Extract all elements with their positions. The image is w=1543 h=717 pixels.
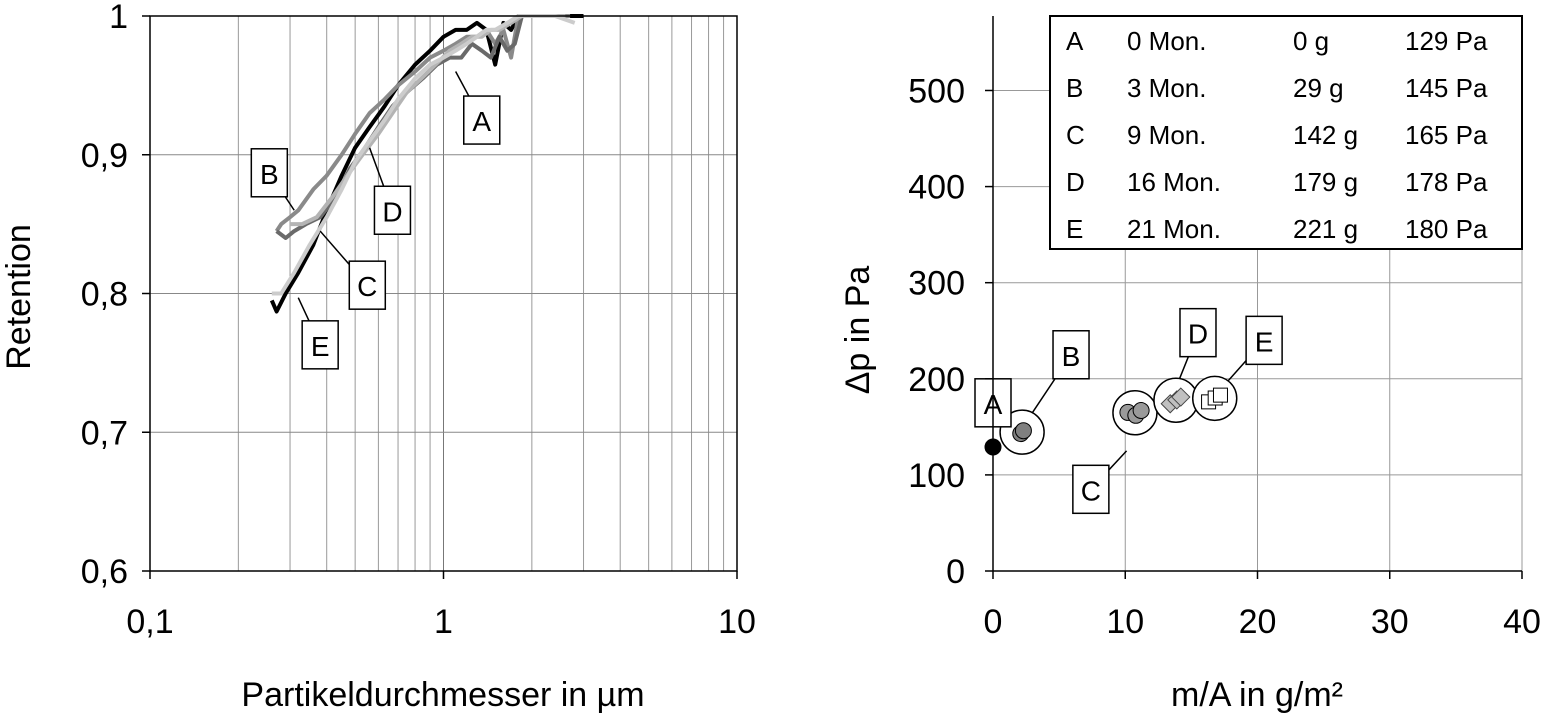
point-d [1171,387,1191,407]
callout-label: B [1062,341,1081,372]
point-b [1014,422,1032,440]
x-tick-label: 40 [1503,603,1541,641]
y-tick-label: 1 [109,0,128,36]
callout-box [1072,464,1110,515]
callout-box [463,95,501,145]
pressure-points [984,375,1238,456]
series-line-e [271,14,576,296]
pressure-y-axis-label: Δp in Pa [839,266,877,395]
legend-id: D [1066,167,1085,197]
retention-series-group [269,14,584,314]
legend-id: A [1066,26,1084,56]
y-tick-label: 300 [908,265,965,303]
callout-box [1179,307,1217,358]
legend-age: 0 Mon. [1127,26,1207,56]
point-e [1212,387,1228,403]
callout-label: B [260,159,279,190]
retention-callouts: A B C D E [250,71,501,370]
pressure-legend: A 0 Mon. 0 g 129 Pa B 3 Mon. 29 g 145 Pa C 9 Mon.… [1049,15,1523,250]
callout-label: D [382,196,402,227]
callout-box [1052,330,1090,380]
callout-box [1245,315,1283,366]
legend-id: B [1066,73,1083,103]
retention-axis-ticks [142,15,738,579]
legend-id: E [1066,214,1083,244]
retention-y-tick-labels: 0,6 0,7 0,8 0,9 1 [81,0,128,591]
y-tick-label: 0 [946,553,965,591]
callout-box [250,148,289,198]
y-tick-label: 0,6 [81,553,128,591]
y-tick-label: 0,9 [81,137,128,175]
legend-age: 3 Mon. [1127,73,1207,103]
legend-age: 16 Mon. [1127,167,1221,197]
y-tick-label: 0,8 [81,276,128,314]
legend-mass: 0 g [1293,26,1329,56]
legend-dp: 180 Pa [1405,214,1488,244]
legend-mass: 142 g [1293,120,1358,150]
x-tick-label: 10 [1106,603,1144,641]
x-tick-label: 30 [1371,603,1409,641]
legend-id: C [1066,120,1085,150]
callout-label: C [357,271,377,302]
y-tick-label: 100 [908,457,965,495]
x-tick-label: 10 [718,603,756,641]
callout-box [301,320,339,370]
retention-x-tick-labels: 0,1 1 10 [126,603,756,641]
y-tick-label: 200 [908,361,965,399]
retention-chart: A B C D E 0,1 1 10 0,6 0,7 0,8 0,9 1 Partikeldurch… [0,0,756,714]
retention-x-axis-label: Partikeldurchmesser in µm [241,676,644,714]
pressure-axes [985,16,1523,579]
x-tick-label: 0,1 [126,603,173,641]
y-tick-label: 500 [908,72,965,110]
legend-mass: 221 g [1293,214,1358,244]
legend-mass: 29 g [1293,73,1344,103]
series-line-b [274,14,571,233]
series-line-d [290,14,566,227]
callout-label: D [1188,319,1208,350]
legend-box [1049,15,1523,250]
x-tick-label: 1 [434,603,453,641]
legend-mass: 179 g [1293,167,1358,197]
y-tick-label: 400 [908,169,965,207]
legend-rows: A 0 Mon. 0 g 129 Pa B 3 Mon. 29 g 145 Pa C 9 Mon.… [1066,26,1488,244]
pressure-y-tick-labels: 0 100 200 300 400 500 [908,72,965,591]
legend-dp: 178 Pa [1405,167,1488,197]
x-tick-label: 20 [1239,603,1277,641]
pressure-x-tick-labels: 0 10 20 30 40 [984,603,1541,641]
legend-dp: 165 Pa [1405,120,1488,150]
retention-gridlines [150,16,737,571]
point-c [1132,402,1150,420]
y-tick-label: 0,7 [81,414,128,452]
pressure-x-axis-label: m/A in g/m² [1171,676,1343,714]
callout-box [373,185,412,235]
legend-age: 21 Mon. [1127,214,1221,244]
callout-label: C [1081,475,1101,506]
callout-label: A [472,106,491,137]
callout-label: E [311,331,330,362]
legend-age: 9 Mon. [1127,120,1207,150]
callout-box [348,260,387,310]
legend-dp: 145 Pa [1405,73,1488,103]
x-tick-label: 0 [984,603,1003,641]
legend-dp: 129 Pa [1405,26,1488,56]
retention-y-axis-label: Retention [0,224,38,370]
callout-label: E [1255,326,1274,357]
